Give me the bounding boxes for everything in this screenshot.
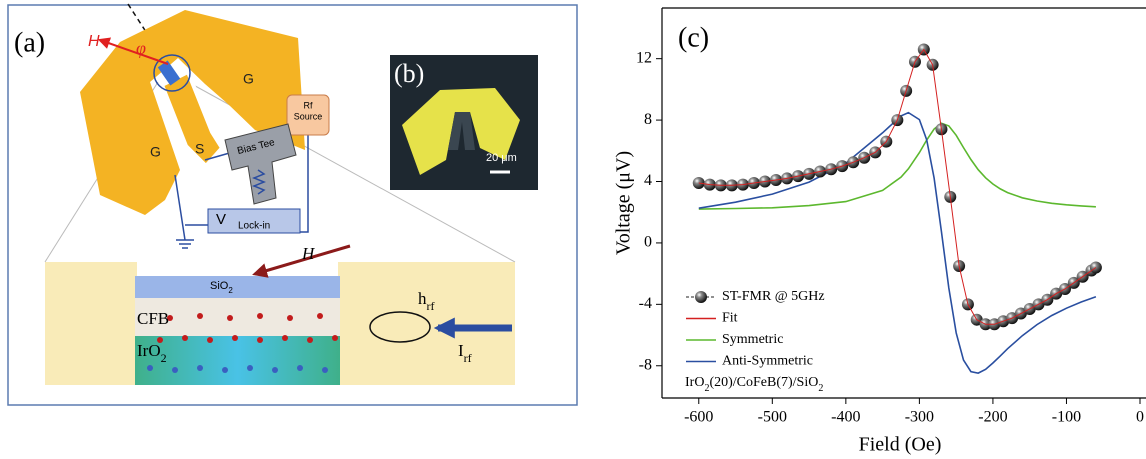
text-part: (20)/CoFeB(7)/SiO — [709, 375, 818, 390]
panel-label: (b) — [394, 59, 424, 88]
x-tick-label: -200 — [978, 409, 1007, 426]
pad-label: S — [195, 141, 204, 157]
text-part: SiO — [210, 280, 229, 292]
y-tick-label: 4 — [644, 172, 652, 189]
x-tick-label: -400 — [831, 409, 860, 426]
panel-label: (a) — [14, 27, 45, 58]
text-part: 2 — [228, 286, 233, 295]
x-axis-label: Field (Oe) — [859, 434, 942, 456]
x-tick-label: -300 — [905, 409, 934, 426]
text-part: rf — [464, 351, 472, 365]
series-line — [699, 123, 1096, 209]
y-tick-label: 0 — [644, 234, 652, 251]
sio2-layer — [135, 276, 340, 298]
legend-swatch — [695, 291, 707, 303]
text-part: IrO — [137, 341, 161, 360]
legend-label: Fit — [722, 311, 738, 326]
lock-in-label: Lock-in — [238, 221, 270, 232]
x-tick-label: -500 — [758, 409, 787, 426]
y-tick-label: -8 — [639, 356, 652, 373]
field-label-3d: H — [301, 244, 316, 263]
scale-bar-label: 20 μm — [486, 152, 517, 164]
y-tick-label: 12 — [636, 49, 652, 66]
legend-label: Anti-Symmetric — [722, 354, 813, 369]
rf-source-label: Source — [294, 111, 323, 121]
panel-label: (c) — [678, 22, 709, 53]
legend-label: ST-FMR @ 5GHz — [722, 289, 825, 304]
layer-label: CFB — [137, 309, 169, 328]
annotation: IrO2(20)/CoFeB(7)/SiO2 — [685, 375, 823, 394]
field-label: H — [88, 33, 100, 50]
text-part: 2 — [161, 351, 167, 365]
x-tick-label: -600 — [684, 409, 713, 426]
electrode — [338, 262, 515, 385]
voltmeter-label: V — [216, 211, 226, 228]
x-tick-label: 0 — [1136, 409, 1144, 426]
chart: (c) Field (Oe) Voltage (μV) IrO 2(20)/CoF… — [613, 8, 1146, 456]
electrode — [45, 262, 137, 385]
y-tick-label: 8 — [644, 111, 652, 128]
rf-source-label: Rf — [304, 100, 313, 110]
text-part: rf — [427, 299, 435, 313]
figure: H φ G S G Rf Source Bias Tee V Lock-in — [0, 0, 1146, 459]
legend-label: Symmetric — [722, 332, 783, 347]
text-part: IrO — [685, 375, 704, 390]
pad-label: G — [243, 71, 254, 87]
y-axis-label: Voltage (μV) — [613, 151, 635, 255]
y-tick-label: -4 — [639, 295, 652, 312]
pad-label: G — [150, 144, 161, 160]
data-point — [693, 177, 705, 189]
text-part: 2 — [818, 383, 823, 394]
panel-b: (b) 20 μm — [390, 55, 538, 190]
angle-label: φ — [136, 38, 146, 58]
x-tick-label: -100 — [1052, 409, 1081, 426]
